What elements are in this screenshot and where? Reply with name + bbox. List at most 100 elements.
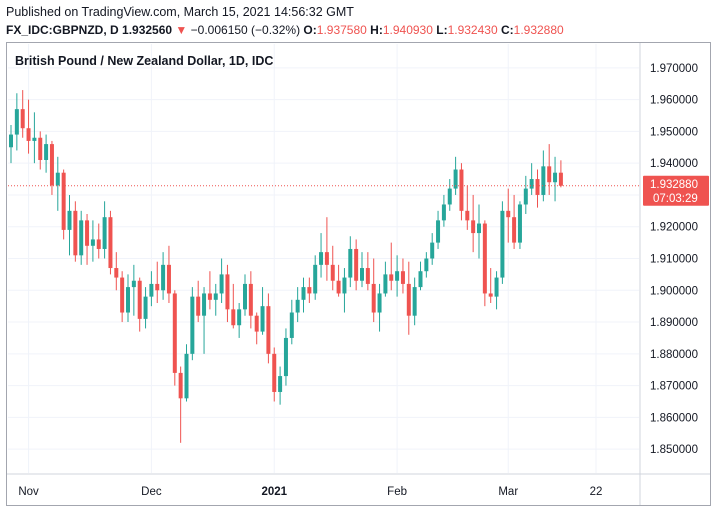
candle bbox=[260, 287, 265, 335]
candle bbox=[506, 188, 511, 243]
candle bbox=[541, 150, 546, 202]
candle-body bbox=[459, 169, 464, 211]
price-tag-countdown: 07:03:29 bbox=[653, 193, 698, 205]
low-value: 1.932430 bbox=[447, 23, 498, 37]
candle bbox=[172, 290, 177, 386]
candle-body bbox=[120, 277, 125, 313]
candle bbox=[377, 283, 382, 332]
candle bbox=[342, 268, 347, 313]
candle-body bbox=[114, 268, 119, 278]
candle bbox=[272, 347, 277, 402]
candle-body bbox=[20, 109, 25, 129]
candle-body bbox=[517, 204, 522, 243]
candle-body bbox=[166, 264, 171, 294]
candle bbox=[465, 185, 470, 230]
candle bbox=[166, 245, 171, 303]
candle-body bbox=[354, 248, 359, 281]
candle-body bbox=[85, 220, 90, 246]
candle bbox=[360, 252, 364, 288]
candle-body bbox=[319, 252, 324, 265]
symbol-label: FX_IDC:GBPNZD, D bbox=[6, 23, 119, 37]
candle bbox=[254, 312, 259, 345]
candle-body bbox=[202, 293, 207, 316]
candle-body bbox=[477, 223, 481, 234]
candle-body bbox=[178, 372, 183, 399]
price-tick-label: 1.970000 bbox=[650, 63, 698, 75]
down-arrow-icon: ▼ bbox=[175, 23, 188, 37]
candle bbox=[389, 242, 394, 291]
high-label: H: bbox=[370, 23, 383, 37]
candle-body bbox=[102, 217, 107, 249]
candle-body bbox=[44, 144, 49, 160]
candle-body bbox=[184, 353, 189, 399]
candle bbox=[20, 90, 25, 138]
candle bbox=[114, 252, 119, 291]
candle bbox=[512, 194, 517, 249]
price-tick-label: 1.900000 bbox=[650, 285, 698, 297]
candle-body bbox=[9, 134, 13, 148]
candle-body bbox=[272, 353, 277, 392]
candle bbox=[61, 169, 66, 240]
candle bbox=[477, 204, 481, 259]
price-tick-label: 1.870000 bbox=[650, 381, 698, 393]
candle-body bbox=[453, 169, 458, 189]
price-tick-label: 1.910000 bbox=[650, 254, 698, 266]
candle-body bbox=[512, 217, 517, 243]
candle bbox=[313, 255, 318, 300]
candle-body bbox=[73, 210, 78, 256]
candle-body bbox=[436, 220, 441, 243]
candle bbox=[348, 236, 353, 288]
candle bbox=[225, 264, 230, 323]
candle-body bbox=[342, 277, 347, 294]
candle bbox=[278, 366, 283, 405]
candle bbox=[102, 201, 107, 259]
candle bbox=[488, 268, 493, 303]
candle-body bbox=[418, 271, 423, 288]
price-tick-label: 1.860000 bbox=[650, 412, 698, 424]
candle bbox=[447, 179, 452, 211]
candle-body bbox=[67, 210, 72, 230]
candle-body bbox=[26, 128, 31, 141]
candle bbox=[471, 194, 476, 253]
candle bbox=[400, 258, 405, 294]
time-axis[interactable]: Nov Dec 2021 Feb Mar 22 bbox=[18, 486, 602, 498]
candle bbox=[301, 277, 306, 313]
candle-body bbox=[371, 283, 376, 313]
candle-body bbox=[313, 264, 318, 294]
candle-body bbox=[196, 296, 201, 316]
candle bbox=[126, 274, 130, 323]
candle-body bbox=[38, 137, 43, 160]
candle-body bbox=[471, 220, 476, 234]
price-tick-label: 1.890000 bbox=[650, 317, 698, 329]
candle-body bbox=[237, 309, 242, 326]
candle bbox=[161, 252, 166, 300]
candle bbox=[155, 261, 160, 303]
candle bbox=[67, 194, 72, 256]
candle-body bbox=[49, 144, 54, 186]
candle bbox=[436, 210, 441, 249]
candle bbox=[85, 214, 90, 265]
close-label: C: bbox=[500, 23, 514, 37]
candle bbox=[430, 233, 435, 265]
candle bbox=[79, 210, 84, 265]
candle bbox=[237, 302, 242, 338]
price-tick-label: 1.850000 bbox=[650, 444, 698, 456]
time-tick-label: Feb bbox=[387, 486, 407, 498]
price-tick-label: 1.950000 bbox=[650, 126, 698, 138]
price-axis[interactable]: 1.9700001.9600001.9500001.9400001.930000… bbox=[650, 63, 698, 456]
close-value: 1.932880 bbox=[513, 23, 564, 37]
candle bbox=[190, 287, 195, 361]
candle bbox=[196, 280, 201, 323]
candle bbox=[219, 258, 224, 303]
candle-body bbox=[231, 309, 236, 326]
candle bbox=[523, 175, 528, 215]
price-tag-price: 1.932880 bbox=[650, 179, 698, 191]
candle bbox=[149, 271, 154, 307]
candle bbox=[500, 201, 505, 284]
candle bbox=[459, 163, 464, 221]
high-value: 1.940930 bbox=[382, 23, 433, 37]
candle-body bbox=[96, 239, 101, 249]
candle-body bbox=[137, 280, 142, 319]
candle-body bbox=[126, 287, 130, 313]
